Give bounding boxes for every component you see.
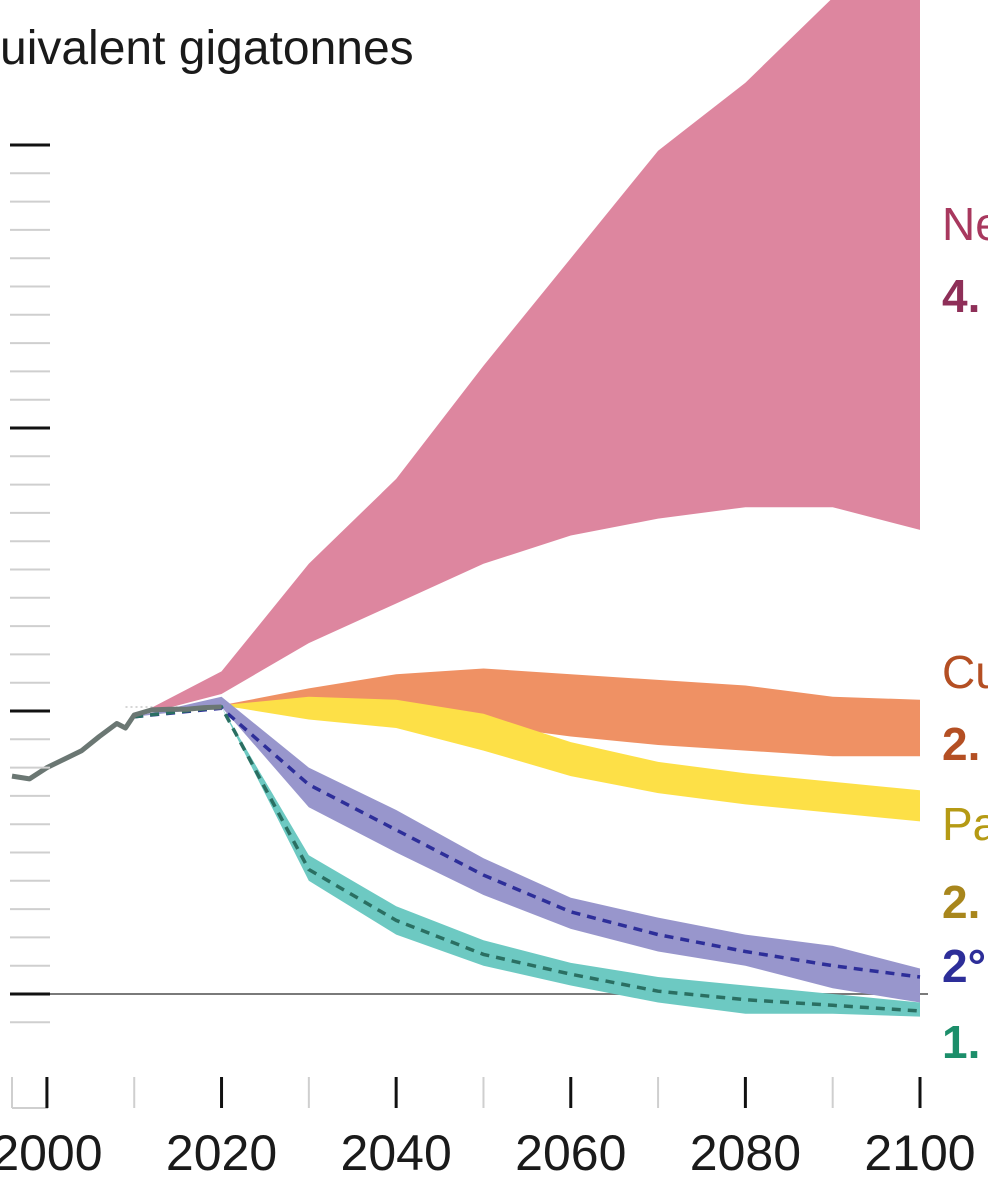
- medians-layer: [134, 705, 921, 1013]
- bands-layer: [134, 0, 920, 1017]
- band-0: [134, 0, 920, 717]
- band-3: [134, 696, 920, 1003]
- x-tick-label: 2100: [864, 1125, 975, 1174]
- median-line-4: [134, 705, 921, 1013]
- historical-line: [11, 704, 222, 782]
- historical-layer: [11, 704, 222, 782]
- band-2: [134, 696, 920, 822]
- series-value-label-4: 1.: [942, 1016, 980, 1068]
- series-name-label-2: Pa: [942, 798, 988, 850]
- x-tick-label: 2000: [0, 1125, 103, 1174]
- series-name-label-1: Cu: [942, 646, 988, 698]
- y-axis-title: uivalent gigatonnes: [0, 22, 414, 75]
- series-value-label-1: 2.: [942, 718, 980, 770]
- band-4: [134, 707, 920, 1017]
- band-1: [134, 668, 920, 757]
- x-tick-label: 2080: [690, 1125, 801, 1174]
- series-value-label-2: 2.: [942, 876, 980, 928]
- x-tick-label: 2040: [341, 1125, 452, 1174]
- x-tick-label: 2020: [166, 1125, 277, 1174]
- series-value-label-0: 4.: [942, 270, 980, 322]
- median-line-3: [134, 706, 921, 979]
- series-name-label-0: Ne: [942, 198, 988, 250]
- axes-layer: 2000 2020 2040 2060 2080 2100: [0, 143, 976, 1179]
- x-tick-label: 2060: [515, 1125, 626, 1174]
- labels-layer: Ne 4. Cu 2. Pa 2. 2° 1.: [942, 198, 988, 1068]
- series-value-label-3: 2°: [942, 940, 986, 992]
